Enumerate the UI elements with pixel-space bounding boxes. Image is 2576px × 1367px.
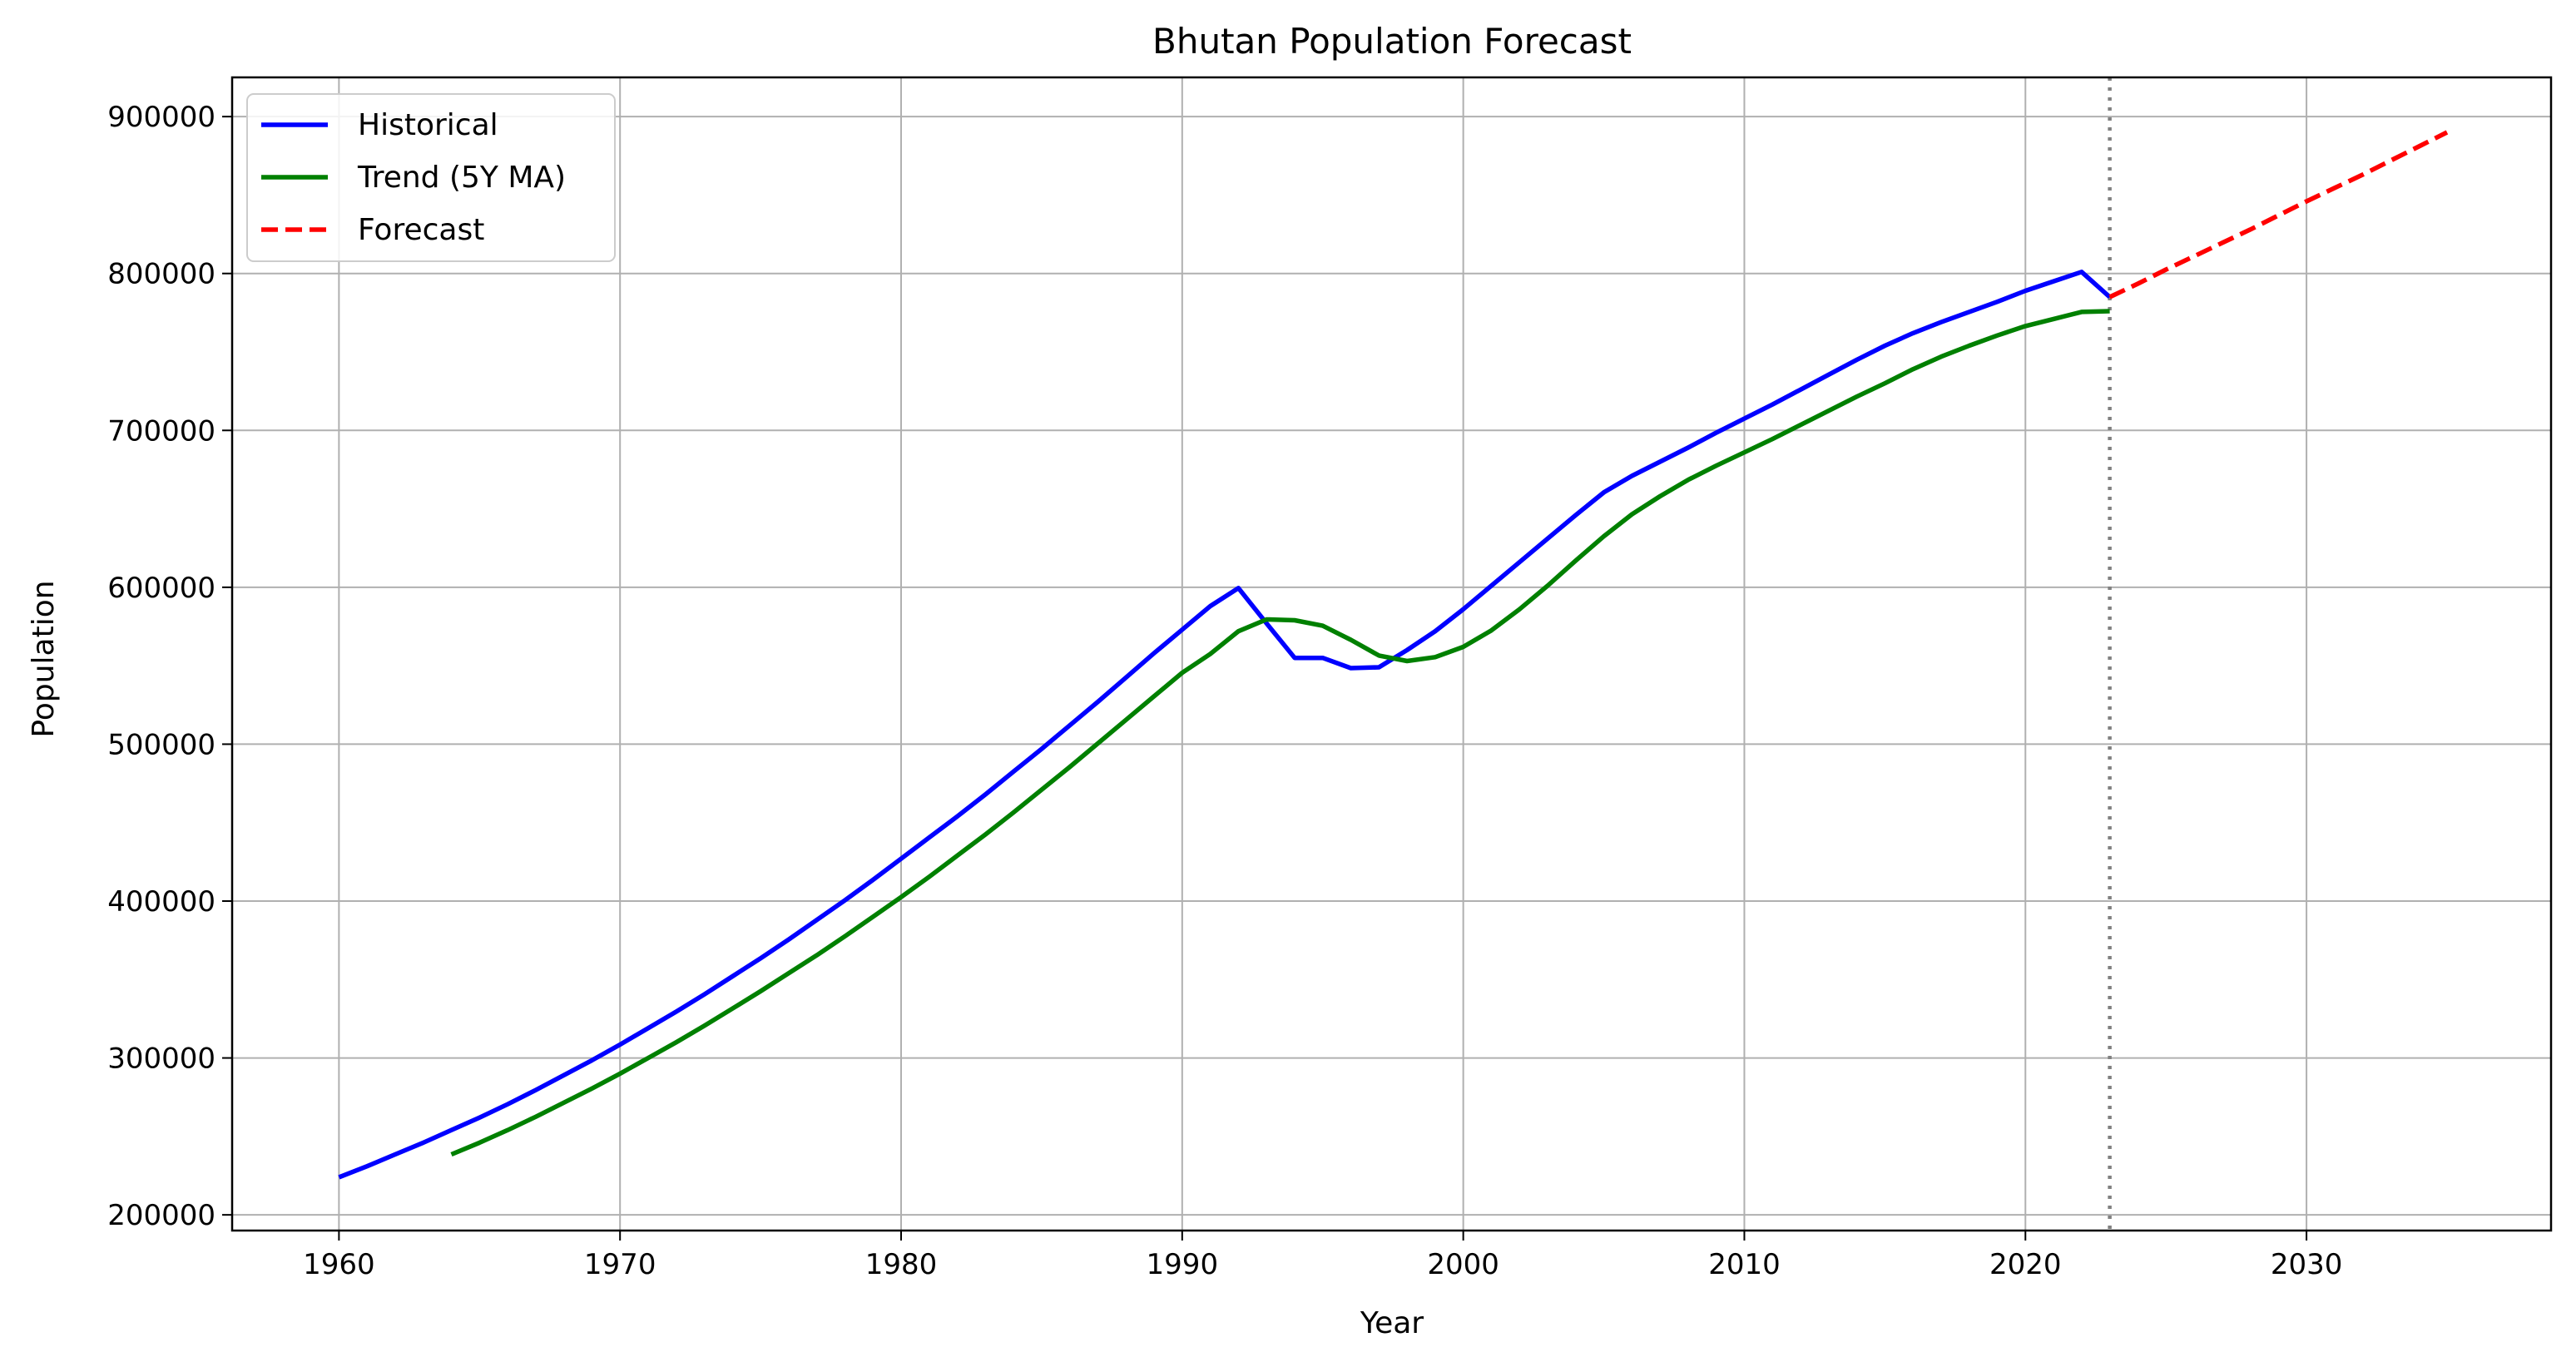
x-tick-label: 2000 [1427, 1248, 1499, 1281]
x-tick-label: 1980 [865, 1248, 938, 1281]
series-line-trend-5y-ma [450, 309, 2110, 1157]
x-tick-label: 2020 [1989, 1248, 2062, 1281]
x-tick-label: 2010 [1708, 1248, 1781, 1281]
series-layer [338, 130, 2449, 1180]
y-tick-label: 800000 [107, 258, 215, 291]
legend-label: Trend (5Y MA) [357, 161, 566, 195]
y-axis-label: Population [27, 580, 61, 737]
grid-layer [232, 77, 2551, 1231]
legend-label: Historical [358, 108, 498, 142]
plot-area-frame [230, 76, 2553, 1232]
legend-label: Forecast [358, 213, 484, 247]
y-tick-label: 500000 [107, 728, 215, 761]
y-tick-label: 400000 [107, 885, 215, 919]
chart-legend: Historical Trend (5Y MA) Forecast [246, 93, 616, 262]
legend-box [246, 93, 616, 262]
y-tick-label: 600000 [107, 572, 215, 605]
x-tick-label: 1970 [584, 1248, 656, 1281]
y-tick-label: 300000 [107, 1043, 215, 1076]
series-line-forecast [2108, 130, 2449, 300]
y-tick-label: 700000 [107, 414, 215, 448]
chart-title: Bhutan Population Forecast [1152, 21, 1632, 62]
y-tick-label: 900000 [107, 101, 215, 134]
x-tick-label: 1960 [303, 1248, 375, 1281]
x-tick-label: 2030 [2271, 1248, 2343, 1281]
series-line-historical [338, 270, 2112, 1180]
x-axis-label: Year [1360, 1306, 1424, 1340]
x-tick-label: 1990 [1147, 1248, 1219, 1281]
tick-layer: 1960 1970 1980 1990 2000 2010 2020 2030 200000 30… [107, 101, 2342, 1281]
y-tick-label: 200000 [107, 1199, 215, 1232]
legend-entries: Historical Trend (5Y MA) Forecast [261, 108, 566, 247]
